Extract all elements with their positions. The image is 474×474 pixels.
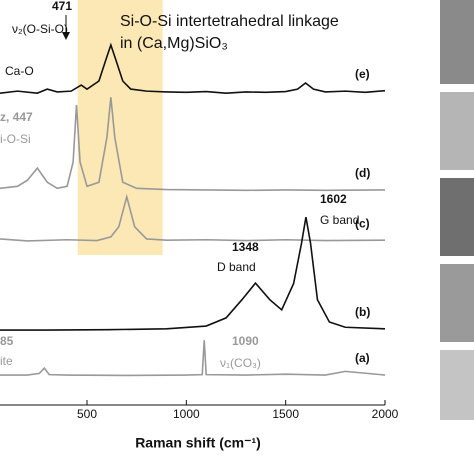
spectrum bbox=[0, 193, 386, 242]
annotation: in (Ca,Mg)SiO₃ bbox=[120, 35, 228, 52]
arrow-head bbox=[62, 32, 70, 40]
annotation: Si-O-Si intertetrahedral linkage bbox=[120, 13, 339, 30]
x-tick-label: 1000 bbox=[173, 407, 200, 421]
annotation: ν₁(CO₃) bbox=[220, 356, 261, 370]
annotation: 1602 bbox=[320, 192, 347, 206]
series-label: (c) bbox=[355, 216, 370, 230]
annotation: ite bbox=[0, 354, 13, 368]
spectrum bbox=[0, 340, 386, 377]
series-label: (b) bbox=[355, 305, 370, 319]
annotation: 1348 bbox=[232, 240, 259, 254]
series-label: (e) bbox=[355, 67, 370, 81]
spectrum bbox=[0, 42, 386, 94]
photo bbox=[440, 92, 474, 170]
annotation: G band bbox=[320, 213, 359, 227]
photo bbox=[440, 350, 474, 420]
x-axis-label: Raman shift (cm⁻¹) bbox=[135, 435, 261, 451]
spectrum bbox=[0, 97, 386, 192]
photo bbox=[440, 178, 474, 256]
x-tick-label: 1500 bbox=[272, 407, 299, 421]
series-label: (d) bbox=[355, 166, 370, 180]
annotation: D band bbox=[217, 260, 256, 274]
x-tick-label: 500 bbox=[77, 407, 97, 421]
photo bbox=[440, 264, 474, 342]
annotation: 1090 bbox=[232, 334, 259, 348]
spectrum bbox=[0, 216, 386, 331]
annotation: ν₂(O-Si-O) bbox=[12, 22, 68, 36]
shaded-region bbox=[77, 0, 163, 255]
annotation: 471 bbox=[52, 0, 72, 13]
annotation: z, 447 bbox=[0, 110, 33, 124]
photo bbox=[440, 0, 474, 84]
annotation: 85 bbox=[0, 334, 14, 348]
plot: 500 1000 1500 2000 (e) (d) (c) (b) (a) bbox=[0, 0, 399, 421]
side-images bbox=[440, 0, 474, 420]
series-label: (a) bbox=[355, 351, 370, 365]
annotation: i-O-Si bbox=[0, 132, 31, 146]
annotation: Ca-O bbox=[5, 64, 34, 78]
x-tick-label: 2000 bbox=[372, 407, 399, 421]
